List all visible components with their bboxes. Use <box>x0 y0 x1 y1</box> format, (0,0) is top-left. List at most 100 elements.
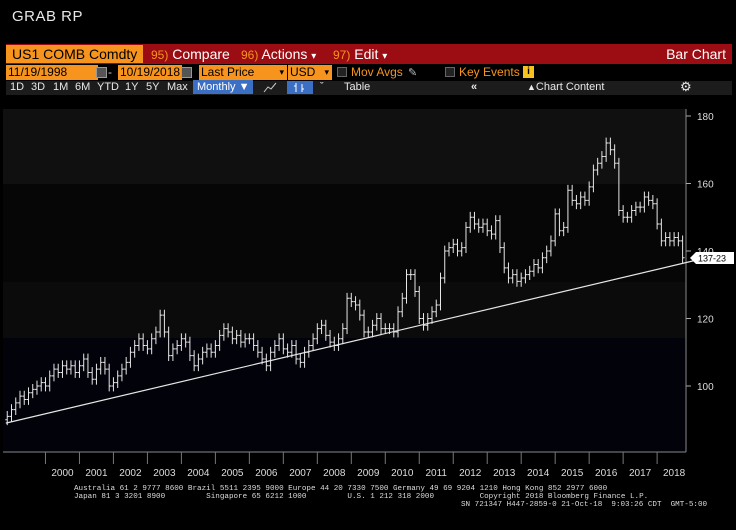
ohlc-bar <box>548 235 553 257</box>
pencil-icon[interactable]: ✎ <box>408 67 418 79</box>
ohlc-bar <box>285 343 290 358</box>
x-tick-label: 2018 <box>663 468 686 479</box>
period-3d-button[interactable]: 3D <box>31 81 46 93</box>
ohlc-bar <box>298 353 303 368</box>
table-button[interactable]: Table <box>344 81 371 93</box>
ohlc-bar <box>243 333 248 348</box>
ohlc-bar <box>107 363 112 392</box>
ticker-field[interactable]: US1 COMB Comdty <box>6 45 144 63</box>
ohlc-bar <box>213 340 218 358</box>
ohlc-bar <box>128 346 133 368</box>
x-tick-label: 2011 <box>425 468 447 479</box>
footer-line-1: Australia 61 2 9777 8600 Brazil 5511 239… <box>74 485 608 493</box>
ohlc-bar <box>578 191 583 210</box>
period-1m-button[interactable]: 1M <box>53 81 69 93</box>
ohlc-bar <box>446 242 451 257</box>
ohlc-bar <box>408 269 413 281</box>
calendar-icon[interactable] <box>181 67 192 78</box>
currency-select[interactable]: USD ▾ <box>288 65 332 80</box>
key-events-label[interactable]: Key Events <box>459 65 520 79</box>
ohlc-bar <box>396 306 401 338</box>
ohlc-bar <box>39 377 44 392</box>
ohlc-bar <box>659 218 664 247</box>
ohlc-bar <box>612 144 617 169</box>
chevron-down-icon: ▾ <box>279 67 284 77</box>
ohlc-bar <box>34 380 39 395</box>
ohlc-bar <box>268 346 273 372</box>
x-tick-label: 2007 <box>289 468 312 479</box>
ohlc-bar <box>221 323 226 341</box>
ohlc-bar <box>400 292 405 318</box>
period-5y-button[interactable]: 5Y <box>146 81 160 93</box>
chart-content-button[interactable]: ▲Chart Content <box>527 80 604 95</box>
chevron-down-icon: ▾ <box>382 51 388 62</box>
period-1y-button[interactable]: 1Y <box>125 81 139 93</box>
ohlc-bar <box>667 232 672 247</box>
ohlc-bar <box>629 205 634 223</box>
price-chart[interactable]: 100120140160180 200020012002200320042005… <box>0 96 736 486</box>
ohlc-bar <box>383 323 388 335</box>
chevron-up-icon: ▲ <box>527 82 536 92</box>
ohlc-bar <box>357 299 362 321</box>
ohlc-bar <box>604 137 609 162</box>
period-6m-button[interactable]: 6M <box>75 81 91 93</box>
mov-avgs-checkbox[interactable] <box>337 67 347 77</box>
ohlc-bar <box>514 269 519 287</box>
ohlc-bar <box>192 350 197 372</box>
ohlc-bar <box>277 333 282 351</box>
period-1d-button[interactable]: 1D <box>10 81 25 93</box>
ohlc-bar <box>26 387 31 405</box>
frequency-select[interactable]: Monthly ▼ <box>193 80 254 94</box>
start-date-field[interactable]: 11/19/1998 <box>6 65 98 80</box>
ohlc-bar <box>251 333 256 351</box>
ohlc-bar <box>421 313 426 331</box>
ohlc-bar <box>472 211 477 230</box>
line-chart-icon[interactable] <box>262 81 278 94</box>
ohlc-bar <box>587 181 592 206</box>
ohlc-bar <box>77 360 82 378</box>
dropdown-tick-icon[interactable]: ˇ <box>320 81 324 93</box>
bar-chart-icon[interactable] <box>287 81 313 94</box>
ohlc-bar <box>145 340 150 355</box>
compare-menu[interactable]: 95) Compare <box>151 45 230 63</box>
mov-avgs-label[interactable]: Mov Avgs <box>351 65 403 79</box>
key-events-checkbox[interactable] <box>445 67 455 77</box>
ohlc-bar <box>247 333 252 345</box>
window-title: GRAB RP <box>12 8 84 25</box>
field-select[interactable]: Last Price ▾ <box>199 65 287 80</box>
ohlc-bar <box>98 356 103 375</box>
ohlc-bar <box>328 329 333 348</box>
ohlc-bar <box>374 313 379 331</box>
period-ytd-button[interactable]: YTD <box>97 81 119 93</box>
info-icon[interactable]: i <box>523 66 534 78</box>
ohlc-bar <box>94 363 99 385</box>
ohlc-bar <box>633 201 638 216</box>
ohlc-bar <box>582 191 587 206</box>
ohlc-bar <box>217 329 222 351</box>
period-max-button[interactable]: Max <box>167 81 188 93</box>
ohlc-bar <box>353 296 358 311</box>
trendline <box>5 258 701 424</box>
actions-menu[interactable]: 96) Actions ▾ <box>241 45 316 63</box>
ohlc-bar <box>323 319 328 341</box>
ohlc-bar <box>485 218 490 237</box>
x-tick-label: 2006 <box>255 468 278 479</box>
ohlc-bar <box>379 313 384 335</box>
ohlc-bar <box>553 208 558 247</box>
x-tick-label: 2014 <box>527 468 550 479</box>
edit-menu[interactable]: 97) Edit ▾ <box>333 45 387 63</box>
ohlc-bar <box>523 269 528 284</box>
calendar-icon[interactable] <box>96 67 107 78</box>
ohlc-bar <box>90 367 95 385</box>
chevron-down-icon: ▾ <box>311 51 317 62</box>
ohlc-bar <box>179 333 184 351</box>
ohlc-bar <box>196 353 201 372</box>
collapse-left-icon[interactable]: « <box>471 81 478 93</box>
ohlc-bar <box>476 218 481 233</box>
gear-icon[interactable]: ⚙ <box>680 79 692 94</box>
end-date-field[interactable]: 10/19/2018 <box>118 65 182 80</box>
command-bar <box>6 44 732 64</box>
price-bars <box>5 137 685 426</box>
ohlc-bar <box>234 329 239 345</box>
ohlc-bar <box>451 238 456 254</box>
